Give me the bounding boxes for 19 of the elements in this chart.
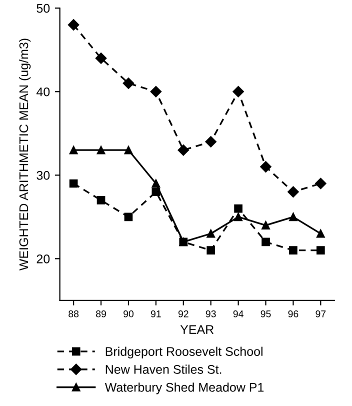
- y-tick-label: 30: [36, 170, 50, 180]
- x-tick-label: 92: [178, 310, 188, 318]
- y-tick-label: 40: [36, 87, 50, 96]
- legend-label: Waterbury Shed Meadow P1: [104, 382, 264, 394]
- x-tick-label: 95: [260, 310, 271, 318]
- x-tick-label: 97: [316, 310, 326, 318]
- x-tick-label: 89: [96, 310, 106, 318]
- x-tick-label: 96: [288, 310, 298, 318]
- y-tick-label: 20: [36, 254, 50, 264]
- x-tick-label: 94: [233, 310, 244, 318]
- legend-label: Bridgeport Roosevelt School: [106, 346, 262, 358]
- y-axis-title: WEIGHTED ARITHMETIC MEAN (ug/m3): [19, 38, 31, 271]
- legend-label: New Haven Stiles St.: [106, 364, 222, 374]
- x-tick-label: 93: [206, 310, 216, 318]
- x-tick-label: 88: [68, 310, 79, 318]
- x-tick-label: 91: [150, 310, 161, 318]
- x-tick-label: 90: [124, 310, 134, 318]
- y-tick-label: 50: [36, 4, 50, 13]
- x-axis-title: YEAR: [180, 325, 214, 334]
